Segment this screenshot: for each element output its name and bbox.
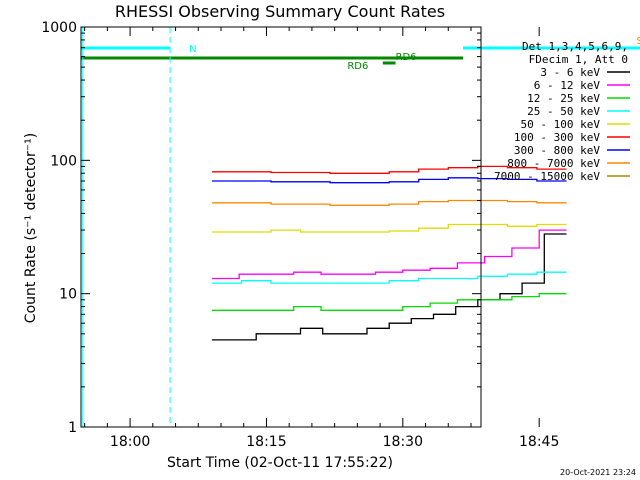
series-300-800-kev bbox=[211, 177, 567, 184]
event-markers: N S RD6 RD6 bbox=[81, 27, 640, 427]
series-100-300-kev bbox=[211, 165, 567, 174]
x-tick-label: 18:30 bbox=[383, 434, 423, 450]
legend-entry-label: 7000 - 15000 keV bbox=[494, 170, 600, 183]
event-marker-label: N bbox=[189, 44, 196, 55]
series-25-50-kev bbox=[211, 271, 567, 284]
legend-entry-label: 50 - 100 keV bbox=[521, 118, 601, 131]
plot-timestamp: 20-Oct-2021 23:24 bbox=[560, 468, 636, 477]
legend-entry-label: 6 - 12 keV bbox=[534, 79, 601, 92]
axes-ticks: 18:0018:1518:3018:4519:0019:1519:3011010… bbox=[41, 20, 559, 450]
chart-title: RHESSI Observing Summary Count Rates bbox=[115, 2, 445, 21]
y-tick-label: 1000 bbox=[41, 20, 77, 36]
series-12-25-kev bbox=[211, 293, 567, 311]
legend-entry-label: 12 - 25 keV bbox=[527, 92, 600, 105]
y-tick-label: 10 bbox=[59, 287, 77, 303]
y-tick-label: 100 bbox=[50, 153, 77, 169]
legend-entry-label: 25 - 50 keV bbox=[527, 105, 600, 118]
event-marker-label: RD6 bbox=[347, 61, 368, 72]
event-marker-label: S bbox=[636, 36, 640, 47]
event-marker-label: RD6 bbox=[396, 52, 417, 63]
series-3-6-kev bbox=[211, 233, 567, 341]
y-tick-label: 1 bbox=[68, 420, 77, 436]
x-axis-label: Start Time (02-Oct-11 17:55:22) bbox=[167, 455, 393, 471]
data-series bbox=[211, 165, 567, 341]
legend-entry-label: 3 - 6 keV bbox=[540, 66, 600, 79]
x-tick-label: 18:45 bbox=[519, 434, 559, 450]
legend-entry-label: 300 - 800 keV bbox=[514, 144, 600, 157]
plot-frame bbox=[80, 26, 482, 428]
legend-header: FDecim 1, Att 0 bbox=[529, 53, 628, 66]
legend-entry-label: 800 - 7000 keV bbox=[507, 157, 600, 170]
series-800-7000-kev bbox=[211, 199, 567, 206]
x-tick-label: 18:15 bbox=[246, 434, 286, 450]
series-6-12-kev bbox=[211, 229, 567, 280]
x-tick-label: 18:00 bbox=[110, 434, 150, 450]
legend: Det 1,3,4,5,6,9,FDecim 1, Att 03 - 6 keV… bbox=[494, 40, 630, 183]
legend-header: Det 1,3,4,5,6,9, bbox=[522, 40, 628, 53]
y-axis-label: Count Rate (s⁻¹ detector⁻¹) bbox=[23, 133, 39, 323]
legend-entry-label: 100 - 300 keV bbox=[514, 131, 600, 144]
series-50-100-kev bbox=[211, 223, 567, 233]
